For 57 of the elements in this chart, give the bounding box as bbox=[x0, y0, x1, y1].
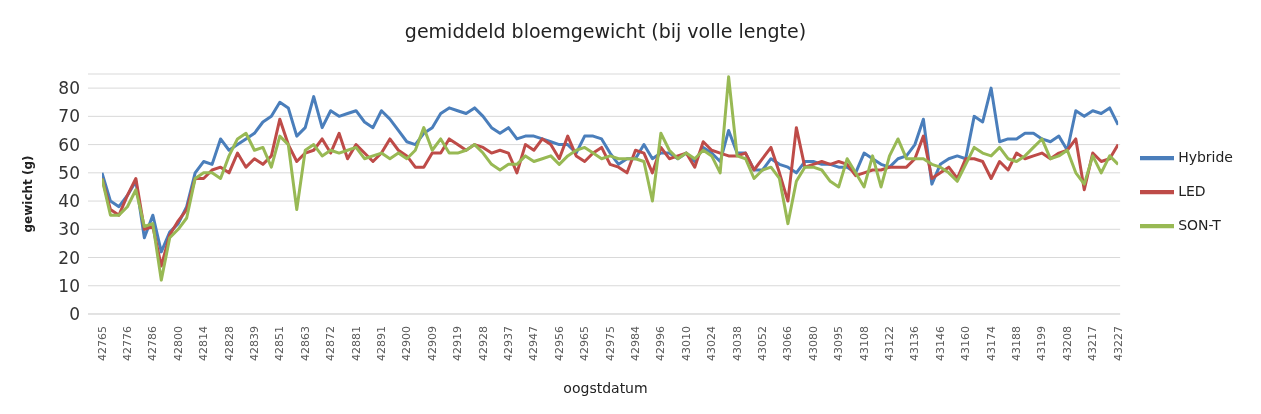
x-tick-label: 43208 bbox=[1060, 326, 1074, 361]
y-tick-label: 70 bbox=[58, 106, 80, 127]
x-tick-label: 43052 bbox=[755, 326, 769, 361]
x-tick-label: 42928 bbox=[476, 326, 490, 361]
legend-label: LED bbox=[1178, 183, 1206, 199]
x-tick-label: 42872 bbox=[324, 326, 338, 361]
x-tick-label: 42839 bbox=[247, 326, 261, 361]
x-tick-label: 42863 bbox=[298, 326, 312, 361]
y-tick-label: 80 bbox=[58, 78, 80, 99]
x-tick-label: 43108 bbox=[857, 326, 871, 361]
x-tick-label: 43038 bbox=[730, 326, 744, 361]
x-tick-label: 42800 bbox=[171, 326, 185, 361]
x-tick-label: 43024 bbox=[705, 326, 719, 361]
x-tick-label: 42891 bbox=[374, 326, 388, 361]
y-tick-label: 40 bbox=[58, 191, 80, 212]
x-tick-label: 43080 bbox=[806, 326, 820, 361]
x-tick-label: 42947 bbox=[527, 326, 541, 361]
x-tick-label: 43122 bbox=[883, 326, 897, 361]
legend-label: Hybride bbox=[1178, 149, 1233, 165]
y-tick-label: 20 bbox=[58, 247, 80, 268]
x-tick-label: 43160 bbox=[959, 326, 973, 361]
x-tick-label: 42828 bbox=[222, 326, 236, 361]
x-tick-label: 43146 bbox=[933, 326, 947, 361]
y-tick-label: 30 bbox=[58, 219, 80, 240]
x-tick-label: 43174 bbox=[984, 326, 998, 361]
x-tick-label: 43217 bbox=[1086, 326, 1100, 361]
x-tick-label: 43188 bbox=[1010, 326, 1024, 361]
x-tick-label: 42786 bbox=[146, 326, 160, 361]
chart-title: gemiddeld bloemgewicht (bij volle lengte) bbox=[403, 20, 808, 42]
y-tick-label: 10 bbox=[58, 275, 80, 296]
x-tick-label: 43136 bbox=[908, 326, 922, 361]
x-tick-label: 43199 bbox=[1035, 326, 1049, 361]
x-tick-label: 42900 bbox=[400, 326, 414, 361]
y-axis-title: gewicht (g) bbox=[21, 155, 35, 233]
x-tick-label: 42956 bbox=[552, 326, 566, 361]
x-tick-label: 42814 bbox=[197, 326, 211, 361]
y-tick-label: 0 bbox=[69, 304, 80, 325]
x-tick-label: 42851 bbox=[273, 326, 287, 361]
line-series bbox=[102, 75, 1119, 282]
x-tick-label: 42765 bbox=[95, 326, 109, 361]
x-tick-label: 42975 bbox=[603, 326, 617, 361]
y-tick-label: 50 bbox=[58, 162, 80, 183]
x-tick-label: 42909 bbox=[425, 326, 439, 361]
x-tick-label: 42984 bbox=[628, 326, 642, 361]
x-tick-label: 42965 bbox=[578, 326, 592, 361]
x-tick-label: 42937 bbox=[501, 326, 515, 361]
x-axis-title: oogstdatum bbox=[562, 380, 649, 396]
x-tick-label: 42919 bbox=[451, 326, 465, 361]
x-tick-label: 42996 bbox=[654, 326, 668, 361]
y-tick-label: 60 bbox=[58, 134, 80, 155]
legend-label: SON-T bbox=[1178, 217, 1221, 233]
x-tick-label: 43227 bbox=[1111, 326, 1125, 361]
x-tick-label: 43010 bbox=[679, 326, 693, 361]
x-tick-label: 43066 bbox=[781, 326, 795, 361]
x-tick-label: 43095 bbox=[832, 326, 846, 361]
x-tick-label: 42776 bbox=[120, 326, 134, 361]
x-tick-label: 42881 bbox=[349, 326, 363, 361]
